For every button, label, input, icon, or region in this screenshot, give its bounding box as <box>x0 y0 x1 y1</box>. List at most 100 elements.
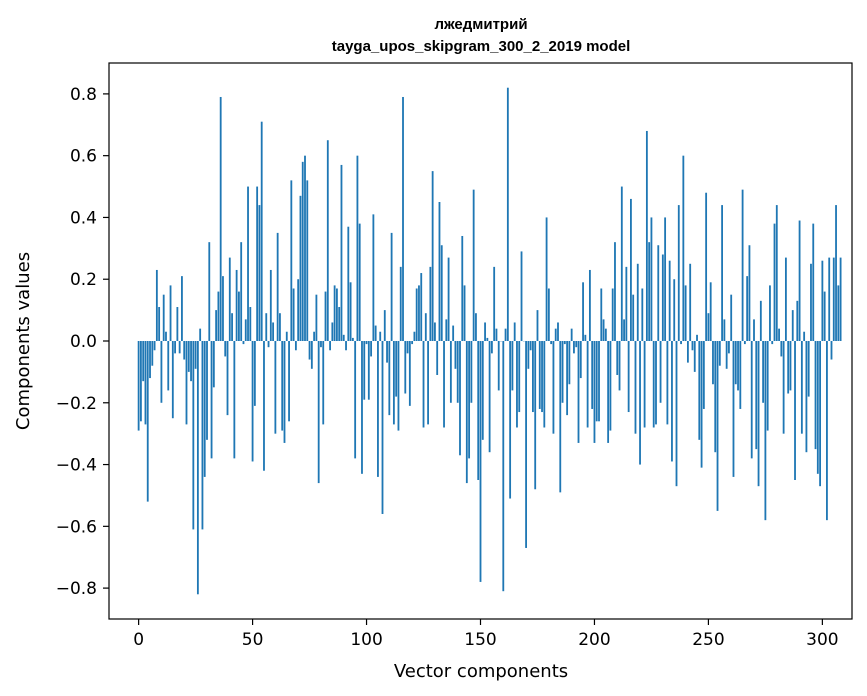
bar <box>331 322 334 341</box>
bar <box>650 217 653 341</box>
bar <box>320 341 322 348</box>
bars-group <box>137 87 842 595</box>
bar <box>452 325 455 341</box>
bar <box>743 341 746 345</box>
bar <box>582 282 584 341</box>
bar <box>636 263 639 341</box>
bar <box>235 269 238 341</box>
bar <box>739 341 742 409</box>
bar <box>750 341 753 459</box>
bar <box>294 341 297 351</box>
x-tick-label: 0 <box>133 630 144 650</box>
bar <box>418 285 420 341</box>
bar <box>630 198 632 341</box>
bar <box>773 223 776 341</box>
bar <box>618 341 621 391</box>
bar <box>210 341 213 459</box>
bar <box>379 331 382 341</box>
bar <box>759 300 762 341</box>
chart-title: лжедмитрий <box>434 16 527 33</box>
bar <box>723 319 726 341</box>
bar <box>158 307 161 341</box>
bar <box>641 288 644 341</box>
bar <box>217 291 220 341</box>
bar <box>424 313 427 341</box>
bar <box>661 254 664 341</box>
bar <box>632 294 635 341</box>
bar <box>427 341 429 425</box>
bar <box>411 341 414 345</box>
bar <box>696 334 698 341</box>
bar <box>263 341 265 471</box>
y-tick-label: 0.4 <box>70 208 97 228</box>
bar <box>837 285 840 341</box>
bar <box>370 341 373 357</box>
bar <box>545 217 548 341</box>
bar <box>604 328 607 341</box>
bar <box>361 341 363 474</box>
bar <box>666 341 669 425</box>
bar <box>566 341 569 416</box>
bar <box>591 341 594 409</box>
bar <box>165 331 167 341</box>
bar <box>684 285 687 341</box>
bar <box>276 232 279 341</box>
bar <box>183 341 186 360</box>
bar <box>577 341 580 443</box>
bar <box>324 291 327 341</box>
bar <box>336 288 338 341</box>
bar <box>381 341 384 514</box>
plot-frame <box>108 62 853 620</box>
bar <box>288 341 290 422</box>
bar <box>475 313 477 341</box>
bar <box>741 189 744 341</box>
bar <box>835 205 837 341</box>
bar <box>810 263 812 341</box>
y-tick-label: −0.2 <box>56 394 97 414</box>
bar <box>372 214 375 341</box>
bar <box>680 341 682 345</box>
bar <box>789 341 792 391</box>
bar <box>146 341 149 502</box>
bar <box>573 341 575 354</box>
bar <box>563 341 566 345</box>
bar <box>607 341 610 443</box>
bar <box>493 266 496 341</box>
bar <box>828 257 831 341</box>
bar <box>233 341 236 459</box>
x-tick-label: 150 <box>464 630 496 650</box>
bar <box>543 341 546 428</box>
bar <box>436 341 439 375</box>
bar <box>299 195 302 341</box>
bar <box>561 341 564 403</box>
bar <box>392 341 395 425</box>
bar <box>766 341 769 431</box>
bar <box>224 341 227 357</box>
bar <box>484 322 486 341</box>
bar <box>253 341 256 406</box>
bar <box>140 341 142 422</box>
bar <box>443 341 445 428</box>
bar <box>326 140 329 341</box>
bar <box>584 334 587 341</box>
bar <box>495 328 498 341</box>
bar <box>142 341 145 382</box>
bar <box>627 341 630 413</box>
y-tick-label: −0.4 <box>56 456 97 476</box>
bar <box>144 341 147 425</box>
bar <box>365 341 368 345</box>
bar <box>449 341 452 403</box>
bar <box>541 341 543 413</box>
bar <box>643 341 646 428</box>
bar <box>689 263 692 341</box>
bar <box>812 223 815 341</box>
x-tick-label: 50 <box>242 630 264 650</box>
bar <box>529 341 532 351</box>
bar <box>625 266 628 341</box>
bar <box>554 328 557 341</box>
bar <box>226 341 229 416</box>
bar <box>593 341 596 443</box>
bar <box>178 341 181 354</box>
bar <box>826 341 828 521</box>
bar <box>208 242 211 341</box>
